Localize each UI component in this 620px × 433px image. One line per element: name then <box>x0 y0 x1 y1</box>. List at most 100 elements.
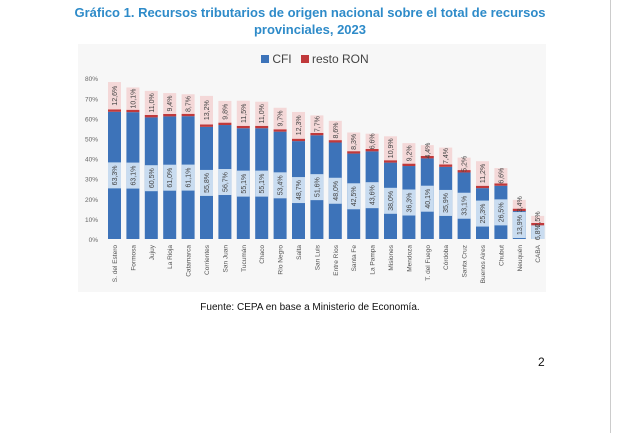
label-box-cfi <box>420 185 434 212</box>
data-label-resto-ron: 6,6% <box>370 133 377 149</box>
data-label-cfi: 55,1% <box>259 174 266 194</box>
y-tick-label: 60% <box>85 116 98 123</box>
label-box-cfi <box>384 187 397 214</box>
data-label-cfi: 63,1% <box>130 166 137 186</box>
x-tick-label: Entre Ríos <box>333 244 340 275</box>
data-label-cfi: 25,3% <box>480 204 487 224</box>
bar-resto-ron <box>365 148 379 152</box>
data-label-cfi: 51,6% <box>314 177 321 197</box>
bar-resto-ron <box>108 109 121 112</box>
label-box-resto-ron <box>512 199 526 209</box>
x-tick-label: Mendoza <box>406 245 413 272</box>
label-box-resto-ron <box>218 100 232 123</box>
data-label-cfi: 55,1% <box>241 174 248 194</box>
label-box-cfi <box>273 172 287 199</box>
label-box-resto-ron <box>347 132 361 152</box>
data-label-resto-ron: 2,5% <box>535 211 542 227</box>
y-tick-label: 50% <box>85 137 98 144</box>
data-label-cfi: 40,1% <box>425 189 432 209</box>
data-label-cfi: 48,0% <box>333 181 340 201</box>
label-box-resto-ron <box>439 147 453 165</box>
bar-resto-ron <box>402 163 416 167</box>
data-label-resto-ron: 6,6% <box>498 168 505 184</box>
data-label-resto-ron: 8,7% <box>186 96 193 112</box>
x-tick-label: S. del Estero <box>112 245 119 283</box>
data-label-cfi: 55,8% <box>204 173 211 193</box>
x-tick-label: Buenos Aires <box>480 244 487 283</box>
label-box-cfi <box>163 164 177 191</box>
label-box-cfi <box>310 174 324 201</box>
x-tick-label: Tucumán <box>241 245 248 272</box>
bar-resto-ron <box>218 122 232 126</box>
data-label-cfi: 36,3% <box>406 193 413 213</box>
data-label-cfi: 33,1% <box>462 196 469 216</box>
label-box-resto-ron <box>236 100 250 126</box>
bar-resto-ron <box>439 164 453 167</box>
bar-resto-ron <box>476 185 489 189</box>
label-box-resto-ron <box>255 101 269 126</box>
label-box-cfi <box>292 177 305 204</box>
data-label-resto-ron: 9,7% <box>278 111 285 127</box>
label-box-cfi <box>200 169 213 196</box>
x-tick-label: Río Negro <box>278 245 285 275</box>
label-box-cfi <box>365 182 379 209</box>
data-label-resto-ron: 7,4% <box>443 148 450 164</box>
chart-area: CFI resto RON 0% 10% 20% 30% 40% 50% 60% 70% 80%… <box>78 44 546 292</box>
data-label-resto-ron: 10,1% <box>130 89 137 109</box>
label-box-cfi <box>144 165 158 192</box>
label-box-resto-ron <box>420 145 434 156</box>
bar-resto-ron <box>512 208 526 212</box>
bar-resto-ron <box>126 109 140 113</box>
label-box-cfi <box>439 189 453 216</box>
label-box-resto-ron <box>126 87 140 110</box>
bar-resto-ron <box>384 160 397 163</box>
data-label-resto-ron: 9,4% <box>167 96 174 112</box>
data-label-resto-ron: 13,2% <box>204 100 211 120</box>
x-tick-label: Catamarca <box>186 245 193 277</box>
data-label-resto-ron: 11,5% <box>241 104 248 123</box>
data-label-cfi: 53,4% <box>278 175 285 195</box>
label-box-cfi <box>512 212 526 239</box>
x-tick-label: Corrientes <box>204 244 211 275</box>
label-box-resto-ron <box>181 94 195 114</box>
label-box-resto-ron <box>384 136 397 161</box>
data-label-resto-ron: 3,4% <box>517 196 524 212</box>
chart-title: Gráfico 1. Recursos tributarios de orige… <box>74 5 546 37</box>
data-label-resto-ron: 8,6% <box>333 122 340 138</box>
x-tick-label: Córdoba <box>443 245 450 270</box>
label-box-cfi <box>494 199 508 226</box>
data-label-cfi: 60,5% <box>149 168 156 188</box>
data-label-resto-ron: 11,2% <box>480 164 487 183</box>
legend-swatch-cfi <box>261 55 270 63</box>
label-box-cfi <box>328 177 342 204</box>
label-box-cfi <box>531 225 545 239</box>
bar-resto-ron <box>310 132 324 136</box>
data-label-cfi: 61,1% <box>186 168 193 188</box>
x-tick-label: Chaco <box>259 245 266 264</box>
data-label-resto-ron: 11,0% <box>259 104 266 123</box>
legend-swatch-resto <box>301 55 309 63</box>
source-caption: Fuente: CEPA en base a Ministerio de Eco… <box>200 302 420 313</box>
y-tick-label: 20% <box>85 197 98 204</box>
label-box-resto-ron <box>200 95 213 125</box>
label-box-resto-ron <box>328 120 342 141</box>
label-box-resto-ron <box>531 215 545 223</box>
data-label-resto-ron: 10,9% <box>388 138 395 158</box>
data-label-resto-ron: 12,3% <box>296 115 303 135</box>
x-tick-label: Neuquén <box>517 245 524 272</box>
label-box-cfi <box>347 183 361 210</box>
label-box-resto-ron <box>476 161 489 186</box>
label-box-cfi <box>181 164 195 191</box>
label-box-resto-ron <box>402 143 416 164</box>
data-label-resto-ron: 9,2% <box>406 145 413 161</box>
y-tick-label: 40% <box>85 157 98 164</box>
label-box-resto-ron <box>163 93 177 114</box>
label-box-cfi <box>108 162 121 189</box>
data-label-cfi: 26,5% <box>498 202 505 222</box>
label-box-resto-ron <box>457 157 471 171</box>
data-label-cfi: 6,8% <box>535 224 542 240</box>
x-tick-label: Salta <box>296 245 303 260</box>
x-tick-label: San Juan <box>222 245 229 273</box>
bar-resto-ron <box>328 140 342 143</box>
